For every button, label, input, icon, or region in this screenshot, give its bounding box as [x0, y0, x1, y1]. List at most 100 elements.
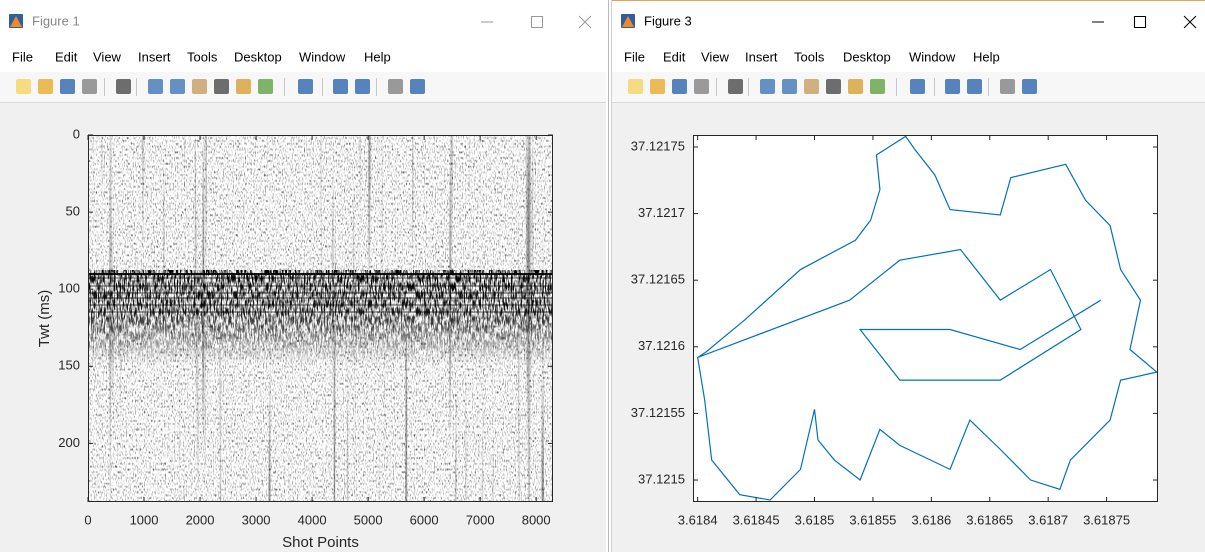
axes-box [693, 135, 1158, 502]
toolbar-button[interactable] [848, 79, 863, 94]
maximize-button [1134, 16, 1146, 28]
close-button [1183, 15, 1197, 29]
y-tick-label: 150 [58, 358, 80, 373]
toolbar-button[interactable] [192, 79, 207, 94]
x-tick-label: 4000 [298, 512, 327, 527]
seismic-image [88, 135, 553, 502]
y-tick-label: 37.12175 [631, 138, 685, 153]
x-tick-label: 6000 [410, 512, 439, 527]
menu-item[interactable]: View [701, 49, 730, 64]
menu-bar [0, 42, 606, 70]
toolbar [612, 72, 1205, 102]
toolbar-button[interactable] [694, 79, 709, 94]
toolbar-button[interactable] [782, 79, 797, 94]
window-title: Figure 3 [644, 13, 692, 28]
menu-item[interactable]: Tools [794, 49, 825, 64]
menu-item[interactable]: Window [299, 49, 346, 64]
toolbar-button[interactable] [650, 79, 665, 94]
x-tick-label: 3.61845 [733, 512, 780, 527]
toolbar-button[interactable] [258, 79, 273, 94]
x-tick-label: 3.6185 [795, 512, 835, 527]
menu-item[interactable]: Desktop [843, 49, 891, 64]
y-tick-label: 0 [73, 126, 80, 141]
x-tick-label: 8000 [522, 512, 551, 527]
toolbar-button[interactable] [870, 79, 885, 94]
toolbar-button[interactable] [410, 79, 425, 94]
toolbar-button[interactable] [760, 79, 775, 94]
menu-item[interactable]: Tools [187, 49, 218, 64]
toolbar-button[interactable] [355, 79, 370, 94]
toolbar-button[interactable] [38, 79, 53, 94]
title-bar [612, 0, 1205, 40]
x-tick-label: 3000 [242, 512, 271, 527]
menu-item[interactable]: View [93, 49, 122, 64]
y-tick-label: 37.1215 [638, 471, 685, 486]
toolbar-button[interactable] [148, 79, 163, 94]
toolbar-button[interactable] [1022, 79, 1037, 94]
x-tick-label: 3.6184 [678, 512, 718, 527]
y-tick-label: 200 [58, 435, 80, 450]
track-line [696, 135, 1158, 501]
toolbar-button[interactable] [672, 79, 687, 94]
toolbar-button[interactable] [1000, 79, 1015, 94]
toolbar-button[interactable] [214, 79, 229, 94]
x-tick-label: 3.61875 [1083, 512, 1130, 527]
y-tick-label: 37.1217 [638, 205, 685, 220]
menu-item[interactable]: File [624, 49, 645, 64]
toolbar-button[interactable] [116, 79, 131, 94]
x-tick-label: 1000 [130, 512, 159, 527]
toolbar-button[interactable] [388, 79, 403, 94]
y-tick-label: 37.1216 [638, 338, 685, 353]
menu-item[interactable]: Edit [663, 49, 686, 64]
reflector-band [88, 270, 553, 365]
y-tick-label: 50 [66, 204, 80, 219]
toolbar-button[interactable] [82, 79, 97, 94]
toolbar-button[interactable] [945, 79, 960, 94]
toolbar-button[interactable] [60, 79, 75, 94]
title-bar [0, 0, 606, 40]
y-tick-label: 100 [58, 281, 80, 296]
toolbar-button[interactable] [967, 79, 982, 94]
reflector-speckle [88, 270, 553, 365]
menu-item[interactable]: Help [973, 49, 1000, 64]
menu-item[interactable]: Desktop [234, 49, 282, 64]
toolbar-button[interactable] [728, 79, 743, 94]
x-tick-label: 3.6186 [911, 512, 951, 527]
window-title: Figure 1 [32, 13, 80, 28]
y-tick-label: 37.12155 [631, 405, 685, 420]
toolbar-button[interactable] [910, 79, 925, 94]
menu-item[interactable]: Insert [745, 49, 778, 64]
menu-item[interactable]: Insert [138, 49, 171, 64]
x-tick-label: 0 [84, 512, 91, 527]
app-icon-glyph [10, 16, 22, 27]
x-axis-label: Shot Points [282, 534, 359, 551]
menu-item[interactable]: Window [909, 49, 956, 64]
toolbar-button[interactable] [804, 79, 819, 94]
axes-background [693, 135, 1158, 502]
toolbar-button[interactable] [170, 79, 185, 94]
x-tick-label: 3.61855 [849, 512, 896, 527]
menu-bar [612, 42, 1205, 70]
x-tick-label: 3.61865 [966, 512, 1013, 527]
toolbar-button[interactable] [333, 79, 348, 94]
toolbar-button[interactable] [628, 79, 643, 94]
toolbar-button[interactable] [826, 79, 841, 94]
x-tick-label: 3.6187 [1028, 512, 1068, 527]
menu-item[interactable]: Help [364, 49, 391, 64]
app-icon-glyph [622, 16, 634, 27]
x-tick-label: 5000 [354, 512, 383, 527]
menu-item[interactable]: Edit [55, 49, 78, 64]
axes-box [88, 135, 553, 502]
y-axis-label: Twt (ms) [36, 290, 53, 348]
y-tick-label: 37.12165 [631, 272, 685, 287]
toolbar-button[interactable] [236, 79, 251, 94]
x-tick-label: 2000 [186, 512, 215, 527]
close-button [578, 15, 592, 29]
toolbar-button[interactable] [16, 79, 31, 94]
toolbar-button[interactable] [298, 79, 313, 94]
x-tick-label: 7000 [466, 512, 495, 527]
menu-item[interactable]: File [12, 49, 33, 64]
maximize-button [531, 16, 543, 28]
